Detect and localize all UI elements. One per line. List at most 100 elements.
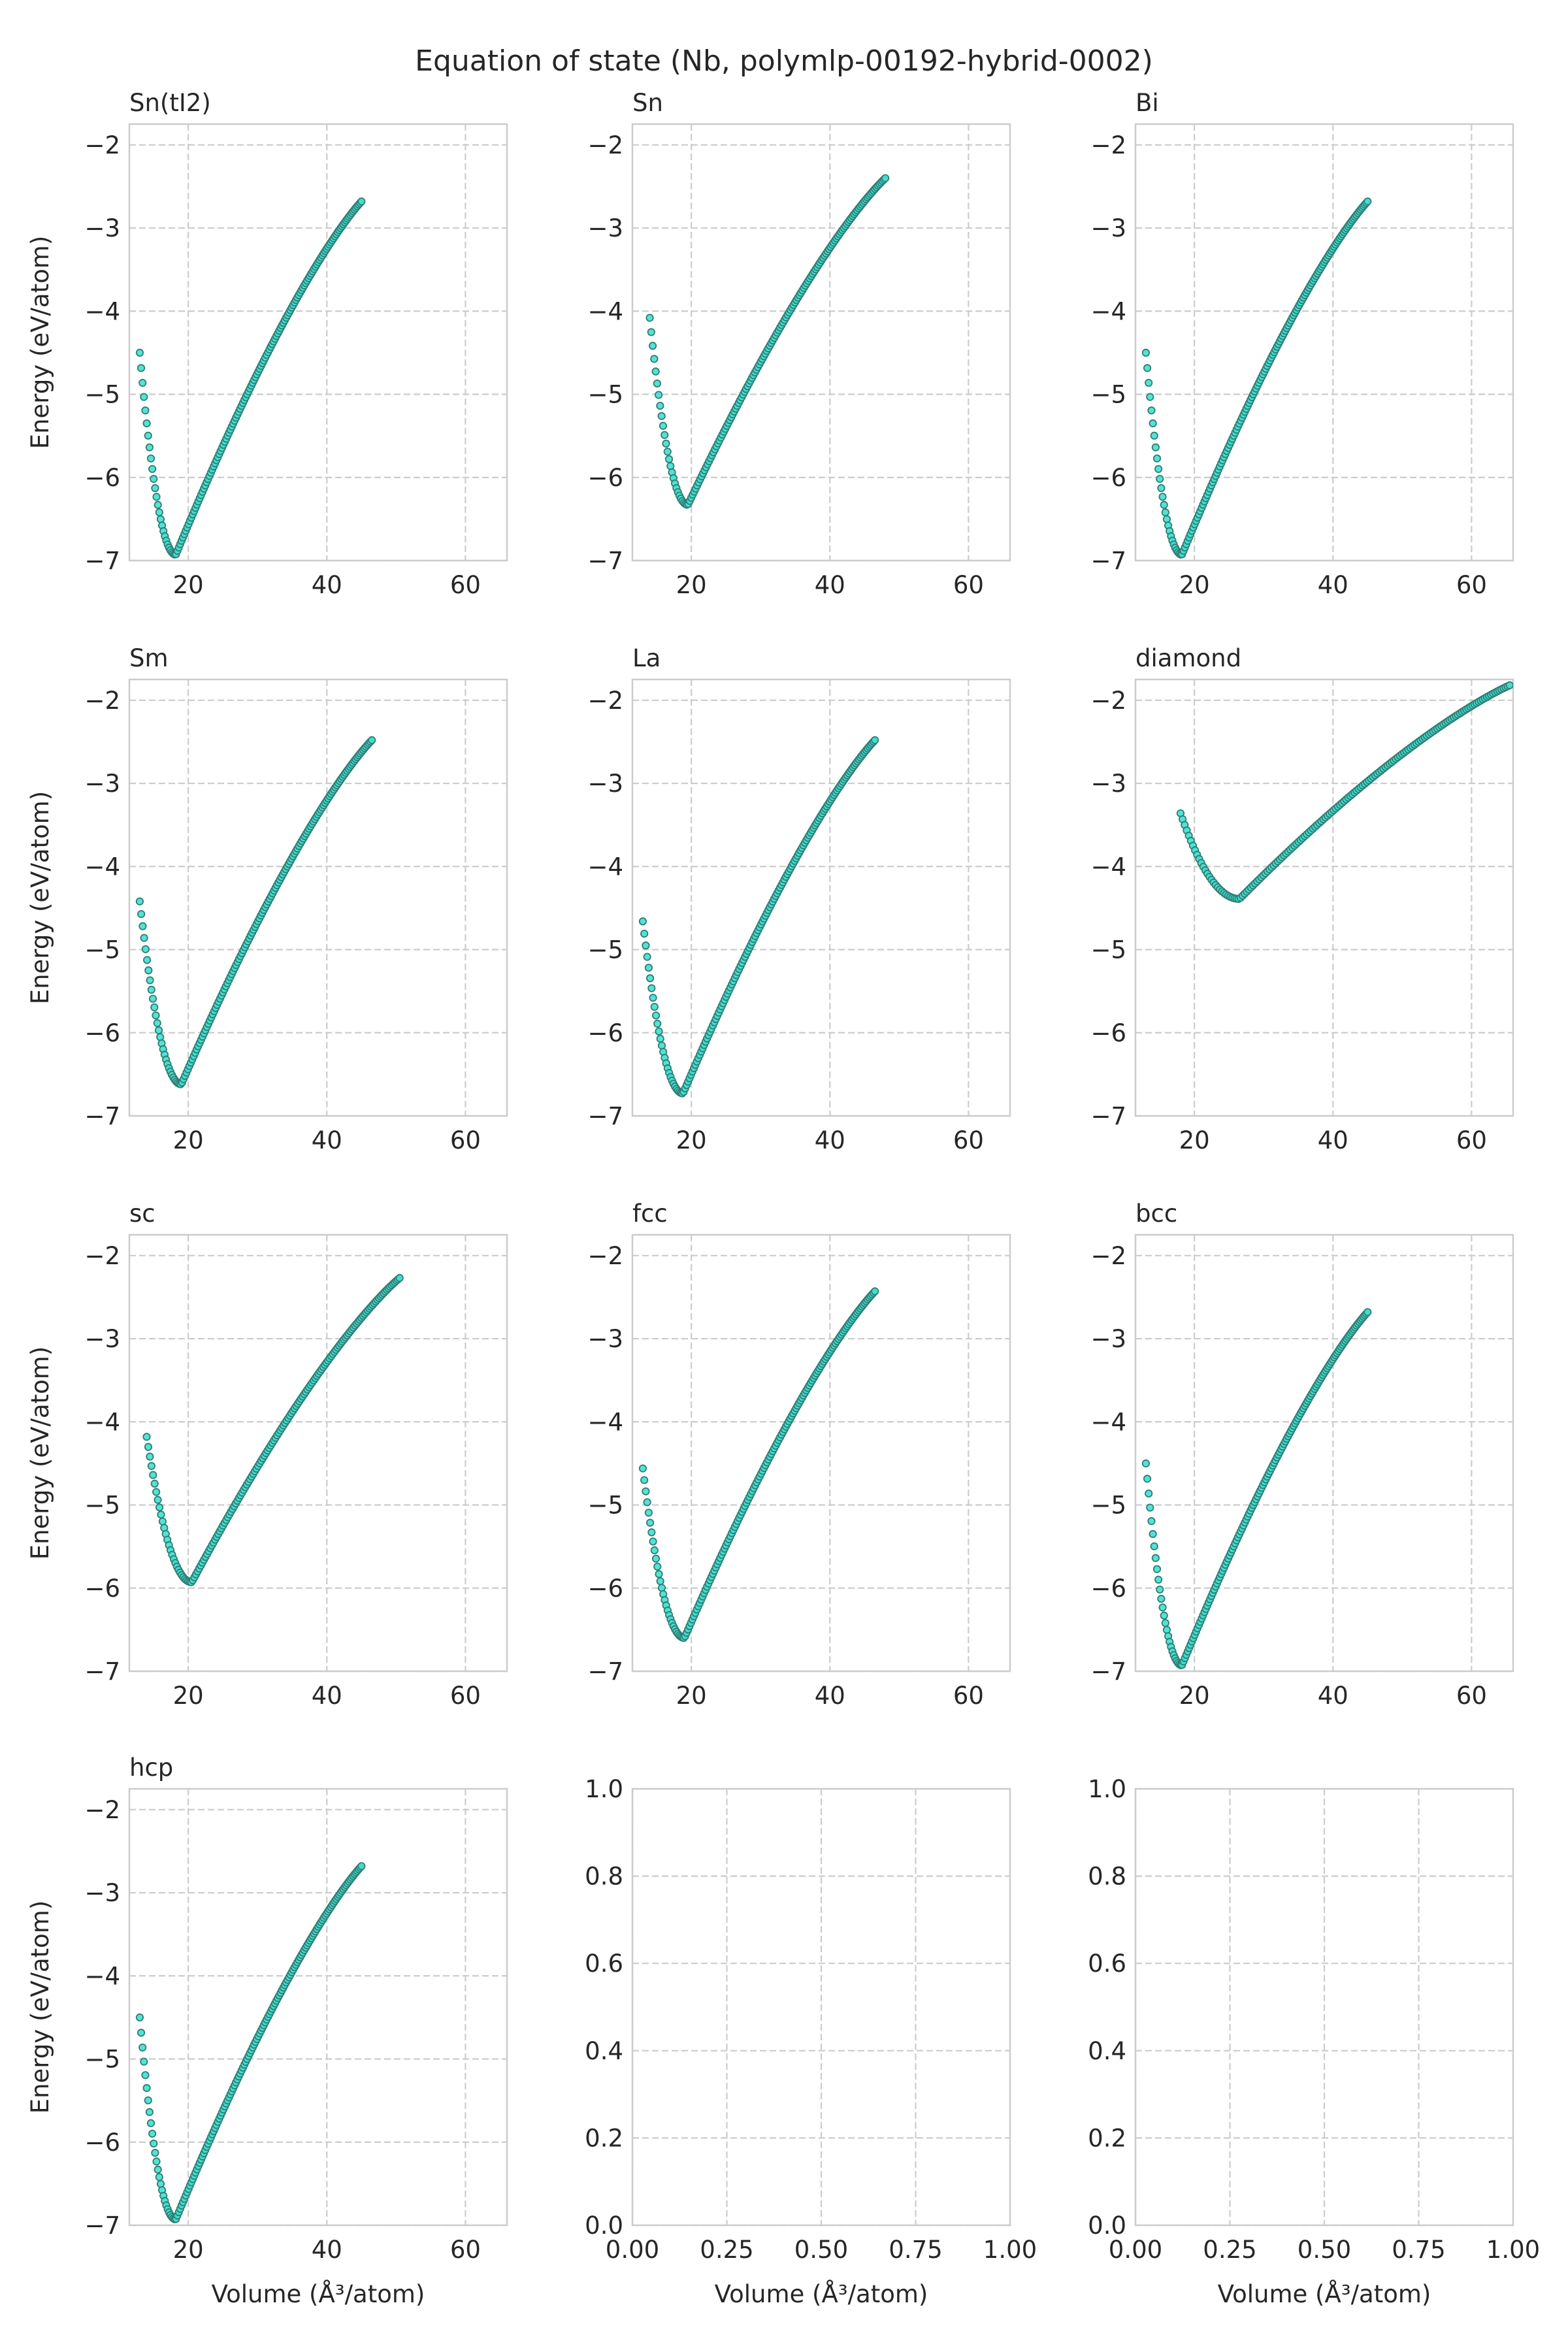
axes-frame [1134, 123, 1514, 562]
x-tick-label: 1.00 [1486, 2236, 1540, 2264]
panel-title: Sm [129, 644, 169, 672]
data-series [142, 1274, 404, 1586]
data-point [154, 1026, 163, 1035]
data-point [141, 406, 150, 415]
data-point [1146, 393, 1154, 401]
x-tick-label: 20 [173, 571, 204, 599]
y-tick-label: −6 [84, 464, 120, 492]
eos-panel-bcc: 20 40 60 −7 −6 −5 −4 −3 −2 bcc [1090, 1200, 1514, 1710]
y-tick-label: −4 [84, 1962, 120, 1990]
x-tick-label: 60 [1456, 1682, 1487, 1710]
y-tick-label: −4 [587, 853, 623, 881]
data-point [156, 2180, 165, 2188]
data-point [142, 956, 152, 964]
x-axis-label: Volume (Å³/atom) [212, 2279, 425, 2308]
data-series [135, 197, 366, 559]
y-tick-label: −6 [587, 464, 623, 492]
x-tick-label: 40 [1318, 571, 1348, 599]
data-point [149, 1471, 157, 1479]
data-point [135, 897, 144, 906]
data-point [656, 1577, 664, 1586]
data-point [145, 443, 154, 451]
data-point [664, 455, 674, 463]
data-point [139, 378, 147, 387]
data-point [1158, 1603, 1167, 1612]
y-tick-label: −3 [84, 1325, 120, 1353]
data-point [141, 2071, 150, 2080]
x-tick-label: 0.25 [1203, 2236, 1256, 2264]
panel-title: sc [129, 1200, 155, 1228]
eos-panel-fcc: 20 40 60 −7 −6 −5 −4 −3 −2 fcc [587, 1200, 1011, 1710]
data-point [657, 412, 666, 420]
data-point [150, 1003, 159, 1011]
x-tick-label: 20 [676, 571, 707, 599]
data-point [142, 2083, 151, 2093]
x-tick-label: 60 [1456, 571, 1487, 599]
data-point [1364, 197, 1372, 206]
data-series [638, 1287, 879, 1642]
x-tick-label: 20 [676, 1682, 707, 1710]
y-tick-label: −7 [84, 547, 120, 575]
y-tick-label: −7 [84, 2212, 120, 2240]
x-tick-label: 60 [953, 1682, 984, 1710]
data-point [1156, 1585, 1164, 1594]
x-tick-label: 40 [312, 1126, 342, 1154]
x-tick-label: 40 [815, 1682, 845, 1710]
x-tick-label: 20 [173, 1682, 204, 1710]
data-point [1149, 1529, 1157, 1539]
eos-panel-Sm: 20 40 60 −7 −6 −5 −4 −3 −2 Sm Energy (eV/atom) [26, 644, 508, 1154]
eos-panel-sc: 20 40 60 −7 −6 −5 −4 −3 −2 sc Energy (eV/atom) [26, 1200, 508, 1710]
y-tick-label: −6 [1090, 464, 1126, 492]
axes-frame [631, 678, 1011, 1117]
data-point [655, 391, 663, 399]
data-point [1162, 1625, 1171, 1634]
data-point [144, 966, 153, 975]
y-tick-label: −5 [84, 2046, 120, 2074]
y-tick-label: −5 [84, 381, 120, 409]
data-point [656, 401, 664, 410]
y-tick-label: −5 [1090, 381, 1126, 409]
data-point [135, 348, 144, 357]
data-point [871, 1287, 879, 1296]
panel-title: La [632, 644, 661, 672]
data-point [154, 2165, 162, 2174]
y-tick-label: −5 [1090, 936, 1126, 964]
data-point [1157, 484, 1166, 493]
data-point [158, 1517, 167, 1526]
data-point [150, 474, 158, 483]
y-tick-label: −2 [587, 1242, 623, 1270]
x-tick-label: 20 [676, 1126, 707, 1154]
data-point [155, 2173, 163, 2181]
data-point [150, 1479, 159, 1488]
data-point [1141, 348, 1151, 357]
axes-frame [631, 1788, 1011, 2227]
y-tick-label: 0.6 [1088, 1950, 1126, 1978]
data-point [144, 2096, 152, 2104]
panel-title: diamond [1135, 644, 1241, 672]
y-tick-label: 0.2 [585, 2124, 623, 2152]
panel-grid: 20 40 60 −7 −6 −5 −4 −3 −2 Sn(tI2) Energy (eV/atom… [26, 89, 1540, 2308]
x-tick-label: 0.50 [1298, 2236, 1351, 2264]
eos-panel-empty-10: 0.00 0.25 0.50 0.75 1.00 0.0 0.2 0.4 0.6 0.8 1.0 Vo… [585, 1775, 1037, 2308]
axes-frame [1134, 1788, 1514, 2227]
data-point [638, 1464, 647, 1473]
y-tick-label: −3 [587, 1325, 623, 1353]
data-point [368, 736, 376, 744]
x-tick-label: 0.25 [700, 2236, 753, 2264]
axes-frame [631, 123, 1011, 562]
x-tick-label: 40 [1318, 1682, 1348, 1710]
eos-panel-hcp: 20 40 60 −7 −6 −5 −4 −3 −2 hcp Energy (eV/atom) Vol… [26, 1754, 508, 2308]
x-tick-label: 40 [312, 571, 342, 599]
axes-frame [631, 1233, 1011, 1673]
x-tick-label: 60 [953, 1126, 984, 1154]
panel-title: Sn [632, 89, 663, 117]
data-point [1147, 1517, 1156, 1526]
axes-frame [128, 678, 508, 1117]
y-tick-label: 0.0 [1088, 2212, 1126, 2240]
y-tick-label: −3 [84, 1879, 120, 1907]
data-point [1156, 474, 1164, 483]
data-point [1149, 419, 1157, 428]
data-point [1143, 364, 1152, 372]
x-tick-label: 40 [1318, 1126, 1348, 1154]
y-tick-label: −3 [587, 770, 623, 798]
